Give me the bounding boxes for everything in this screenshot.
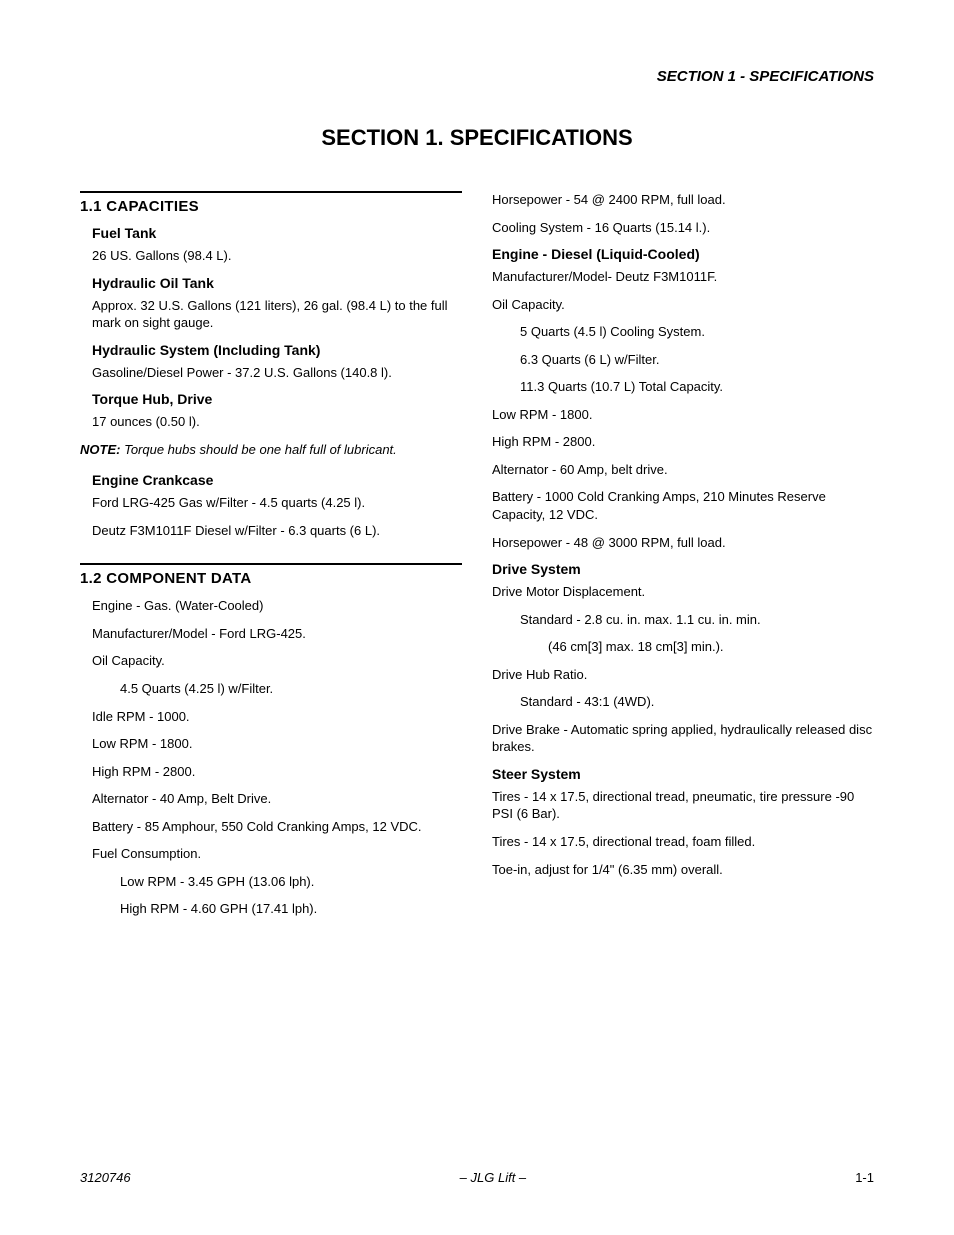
page-title: SECTION 1. SPECIFICATIONS [80,125,874,151]
sub-heading-fuel-tank: Fuel Tank [92,225,462,241]
footer-doc-number: 3120746 [80,1170,131,1185]
body-text: Idle RPM - 1000. [92,708,462,726]
sub-heading-hydraulic-system: Hydraulic System (Including Tank) [92,342,462,358]
note-label: NOTE: [80,442,120,457]
sub-heading-drive-system: Drive System [492,561,874,577]
body-text: Alternator - 40 Amp, Belt Drive. [92,790,462,808]
right-column: Horsepower - 54 @ 2400 RPM, full load. C… [492,191,874,928]
body-text: Oil Capacity. [92,652,462,670]
body-text: Alternator - 60 Amp, belt drive. [492,461,874,479]
body-text: Low RPM - 1800. [492,406,874,424]
note-block: NOTE: Torque hubs should be one half ful… [80,441,462,459]
body-text: Gasoline/Diesel Power - 37.2 U.S. Gallon… [92,364,462,382]
body-text: (46 cm[3] max. 18 cm[3] min.). [548,638,874,656]
body-text: Battery - 85 Amphour, 550 Cold Cranking … [92,818,462,836]
body-text: Fuel Consumption. [92,845,462,863]
body-text: 11.3 Quarts (10.7 L) Total Capacity. [520,378,874,396]
body-text: 5 Quarts (4.5 l) Cooling System. [520,323,874,341]
page-footer: 3120746 – JLG Lift – 1-1 [80,1170,874,1185]
body-text: Deutz F3M1011F Diesel w/Filter - 6.3 qua… [92,522,462,540]
body-text: Drive Motor Displacement. [492,583,874,601]
running-header: SECTION 1 - SPECIFICATIONS [80,68,874,85]
body-text: Manufacturer/Model - Ford LRG-425. [92,625,462,643]
sub-heading-engine-diesel: Engine - Diesel (Liquid-Cooled) [492,246,874,262]
body-text: 6.3 Quarts (6 L) w/Filter. [520,351,874,369]
body-text: Toe-in, adjust for 1/4" (6.35 mm) overal… [492,861,874,879]
sub-heading-torque-hub: Torque Hub, Drive [92,391,462,407]
body-text: Standard - 2.8 cu. in. max. 1.1 cu. in. … [520,611,874,629]
body-text: Oil Capacity. [492,296,874,314]
body-text: 4.5 Quarts (4.25 l) w/Filter. [120,680,462,698]
section-heading-capacities: 1.1 CAPACITIES [80,191,462,215]
body-text: Manufacturer/Model- Deutz F3M1011F. [492,268,874,286]
content-columns: 1.1 CAPACITIES Fuel Tank 26 US. Gallons … [80,191,874,928]
body-text: Ford LRG-425 Gas w/Filter - 4.5 quarts (… [92,494,462,512]
note-text: Torque hubs should be one half full of l… [120,442,396,457]
body-text: Low RPM - 1800. [92,735,462,753]
body-text: Drive Hub Ratio. [492,666,874,684]
sub-heading-steer-system: Steer System [492,766,874,782]
body-text: Horsepower - 54 @ 2400 RPM, full load. [492,191,874,209]
body-text: 17 ounces (0.50 l). [92,413,462,431]
body-text: Battery - 1000 Cold Cranking Amps, 210 M… [492,488,874,523]
footer-page-number: 1-1 [855,1170,874,1185]
body-text: Horsepower - 48 @ 3000 RPM, full load. [492,534,874,552]
body-text: Cooling System - 16 Quarts (15.14 l.). [492,219,874,237]
body-text: High RPM - 2800. [92,763,462,781]
body-text: High RPM - 4.60 GPH (17.41 lph). [120,900,462,918]
body-text: Tires - 14 x 17.5, directional tread, pn… [492,788,874,823]
body-text: Standard - 43:1 (4WD). [520,693,874,711]
body-text: Engine - Gas. (Water-Cooled) [92,597,462,615]
body-text: Approx. 32 U.S. Gallons (121 liters), 26… [92,297,462,332]
body-text: Low RPM - 3.45 GPH (13.06 lph). [120,873,462,891]
body-text: Drive Brake - Automatic spring applied, … [492,721,874,756]
sub-heading-hydraulic-oil: Hydraulic Oil Tank [92,275,462,291]
body-text: 26 US. Gallons (98.4 L). [92,247,462,265]
body-text: High RPM - 2800. [492,433,874,451]
body-text: Tires - 14 x 17.5, directional tread, fo… [492,833,874,851]
sub-heading-engine-crankcase: Engine Crankcase [92,472,462,488]
left-column: 1.1 CAPACITIES Fuel Tank 26 US. Gallons … [80,191,462,928]
footer-product: – JLG Lift – [460,1170,526,1185]
section-heading-component-data: 1.2 COMPONENT DATA [80,563,462,587]
